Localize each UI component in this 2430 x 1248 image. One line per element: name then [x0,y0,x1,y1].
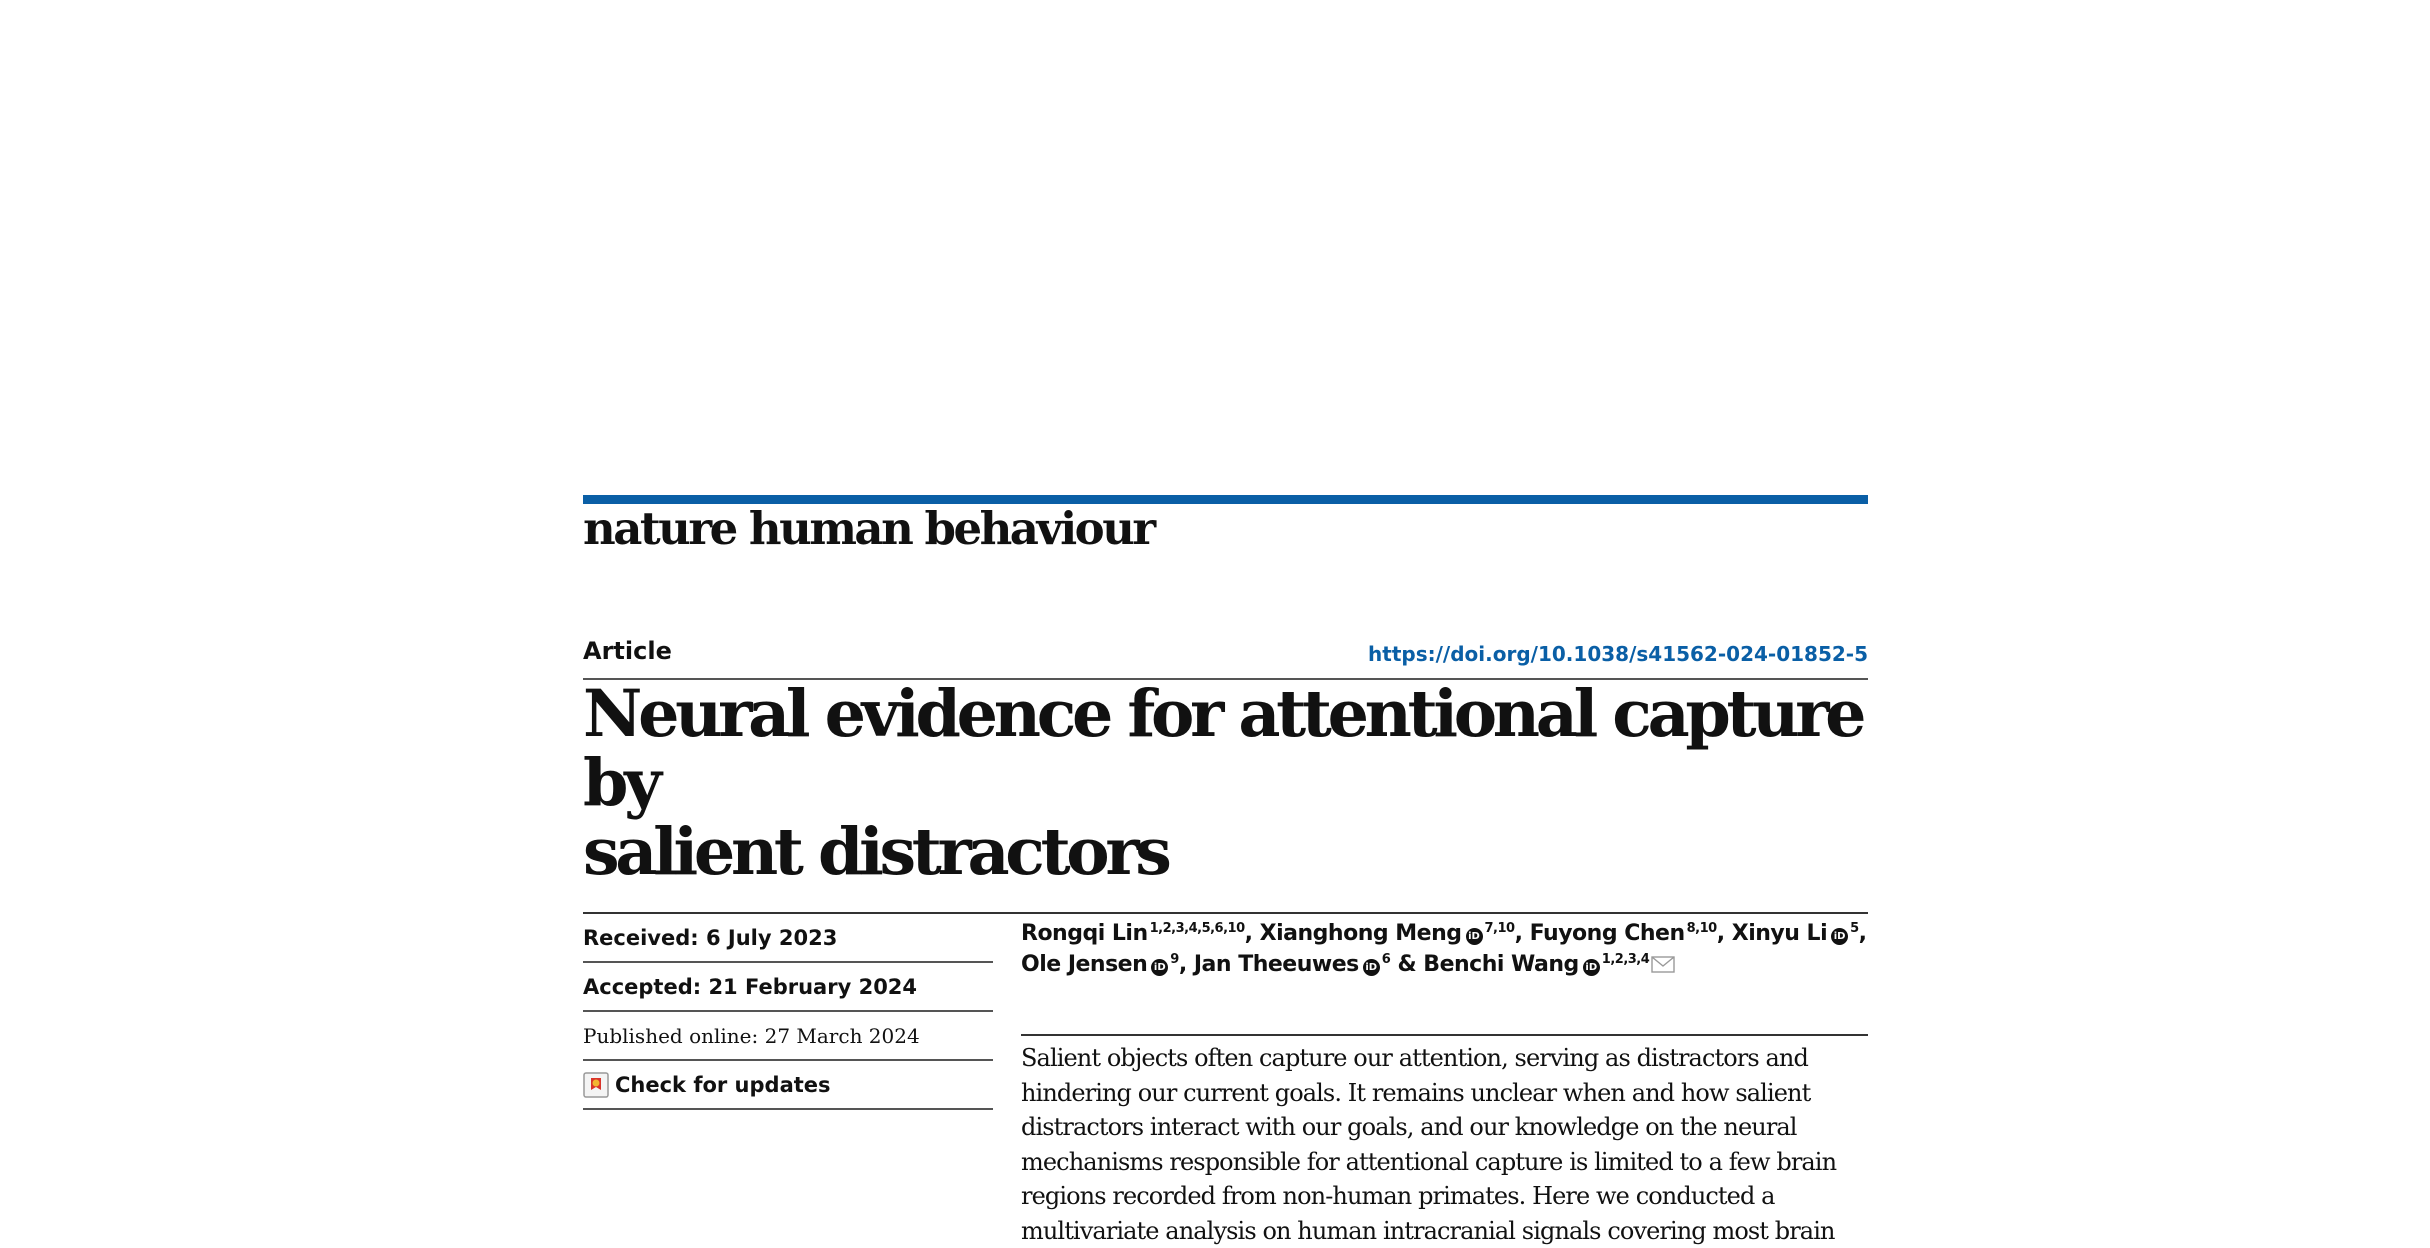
abstract-line: distractors interact with our goals, and… [1021,1110,1851,1145]
orcid-icon[interactable]: iD [1831,928,1848,945]
author-name-text: Xinyu Li [1732,921,1827,946]
published-date: Published online: 27 March 2024 [583,1012,993,1061]
abstract-line: mechanisms responsible for attentional c… [1021,1145,1851,1180]
abstract-line: hindering our current goals. It remains … [1021,1076,1851,1111]
orcid-icon[interactable]: iD [1466,928,1483,945]
author-separator: , [1179,952,1194,977]
author-separator: , [1245,921,1260,946]
title-line-2: salient distractors [583,814,1168,890]
abstract-rule [1021,1034,1868,1036]
author-affiliation: 1,2,3,4,5,6,10 [1150,921,1245,936]
author-affiliation: 1,2,3,4 [1602,952,1650,967]
author-name-text: Jan Theeuwes [1194,952,1359,977]
author-name-text: Fuyong Chen [1530,921,1685,946]
author-affiliation: 7,10 [1485,921,1515,936]
abstract-line: multivariate analysis on human intracran… [1021,1214,1851,1248]
doi-link[interactable]: https://doi.org/10.1038/s41562-024-01852… [1368,642,1868,666]
author-name-text: Rongqi Lin [1021,921,1148,946]
author-name-text: Xianghong Meng [1260,921,1462,946]
article-type: Article [583,637,672,665]
abstract: Salient objects often capture our attent… [1021,1041,1851,1248]
journal-name: nature human behaviour [583,502,1154,555]
article-title: Neural evidence for attentional capture … [583,680,1868,887]
article-dates: Received: 6 July 2023 Accepted: 21 Febru… [583,914,993,1110]
author-affiliation: 9 [1170,952,1179,967]
check-updates-label: Check for updates [615,1073,831,1097]
orcid-icon[interactable]: iD [1151,959,1168,976]
title-line-1: Neural evidence for attentional capture … [583,676,1862,821]
author-name-text: Benchi Wang [1423,952,1579,977]
author-affiliation: 8,10 [1687,921,1717,936]
mail-icon[interactable] [1651,956,1675,973]
crossmark-icon [583,1072,609,1098]
check-updates-button[interactable]: Check for updates [583,1061,993,1110]
abstract-line: Salient objects often capture our attent… [1021,1041,1851,1076]
author-separator: , [1515,921,1530,946]
author-affiliation: 6 [1382,952,1391,967]
abstract-line: regions recorded from non-human primates… [1021,1179,1851,1214]
author-affiliation: 5 [1850,921,1859,936]
author-separator: , [1859,921,1867,946]
orcid-icon[interactable]: iD [1363,959,1380,976]
accepted-date: Accepted: 21 February 2024 [583,963,993,1012]
received-date: Received: 6 July 2023 [583,914,993,963]
author-name-text: Ole Jensen [1021,952,1147,977]
orcid-icon[interactable]: iD [1583,959,1600,976]
author-separator: & [1390,952,1423,977]
author-separator: , [1717,921,1732,946]
